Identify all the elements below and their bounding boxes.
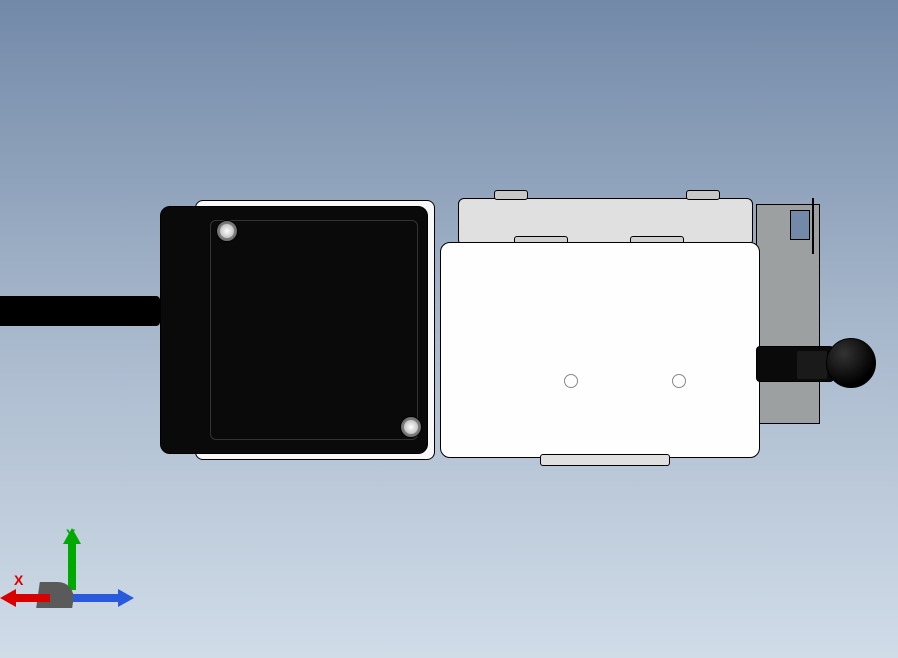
axis-z-icon[interactable] [72, 594, 120, 602]
model-screw [400, 416, 422, 438]
model-bracket-edge [812, 198, 814, 254]
axis-x-label: X [14, 572, 23, 588]
model-hole [672, 374, 686, 388]
model-bracket [756, 204, 820, 424]
model-backplate-bottom [540, 454, 670, 466]
model-backplate-top [458, 198, 753, 246]
axis-x-icon[interactable] [14, 594, 50, 602]
cad-viewport[interactable]: X Y [0, 0, 898, 658]
model-main-body [440, 242, 760, 458]
model-cable [0, 296, 160, 326]
model-assembly[interactable] [0, 180, 898, 460]
model-backplate-tab [686, 190, 720, 200]
coordinate-triad[interactable]: X Y [14, 510, 124, 620]
model-knob-shaft [756, 346, 834, 382]
model-screw [216, 220, 238, 242]
model-knob-ball [826, 338, 876, 388]
model-hole [564, 374, 578, 388]
model-connector-cover-inner [210, 220, 418, 440]
model-bracket-slot [790, 210, 810, 240]
axis-y-icon[interactable] [68, 542, 76, 590]
axis-y-label: Y [66, 526, 75, 542]
model-backplate-tab [494, 190, 528, 200]
